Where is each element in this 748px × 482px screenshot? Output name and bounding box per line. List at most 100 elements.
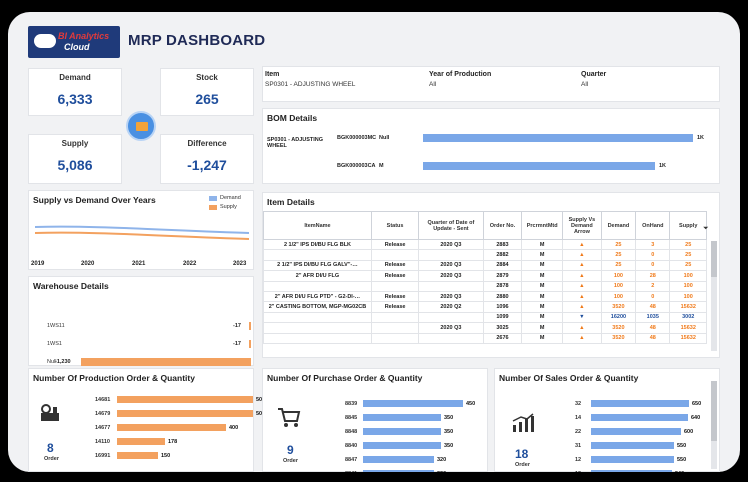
cell-demand: 100 bbox=[600, 280, 637, 292]
sales-bar bbox=[591, 456, 674, 463]
sales-value: 550 bbox=[677, 457, 687, 463]
production-title: Number Of Production Order & Quantity bbox=[33, 373, 195, 383]
production-label: 14677 bbox=[95, 425, 111, 431]
year-tick: 2023 bbox=[233, 261, 247, 267]
legend-supply-swatch bbox=[209, 205, 217, 210]
production-bar bbox=[117, 438, 165, 445]
bom-type: Null bbox=[379, 135, 390, 141]
page-title: MRP DASHBOARD bbox=[128, 32, 266, 49]
table-row[interactable]: 2" AFR DI/U FLG Release 2020 Q3 2879 M ▲ 100 28… bbox=[263, 270, 707, 282]
cell-quarter: 2020 Q3 bbox=[418, 290, 484, 303]
factory-icon bbox=[39, 403, 61, 423]
filter-quarter-select[interactable]: All bbox=[581, 81, 589, 88]
table-scrollbar-thumb[interactable] bbox=[711, 241, 717, 277]
purchase-count-label: Order bbox=[283, 458, 298, 464]
sales-bar bbox=[591, 428, 681, 435]
purchase-bar bbox=[363, 456, 434, 463]
cell-demand: 3520 bbox=[600, 332, 637, 344]
cell-quarter bbox=[418, 311, 484, 324]
purchase-bar bbox=[363, 400, 463, 407]
cell-status bbox=[370, 249, 420, 261]
sales-title: Number Of Sales Order & Quantity bbox=[499, 373, 639, 383]
column-header[interactable]: Quarter of Date of Update - Sent bbox=[418, 211, 484, 240]
year-tick: 2020 bbox=[81, 261, 95, 267]
table-row[interactable]: 2 1/2" IPS DI/BU FLG BLK Release 2020 Q3 28… bbox=[263, 238, 707, 251]
item-details-panel: Item Details ItemName Status Quarter of Da… bbox=[262, 192, 720, 358]
table-scrollbar-track[interactable] bbox=[711, 241, 717, 351]
inventory-hub-icon bbox=[126, 111, 156, 141]
warehouse-value: -1,230 bbox=[55, 359, 71, 365]
sales-panel: Number Of Sales Order & Quantity 18 Orde… bbox=[494, 368, 720, 472]
warehouse-value: -17 bbox=[233, 323, 241, 329]
cell-arrow: ▼ bbox=[562, 311, 602, 324]
column-header[interactable]: PrcrmntMtd bbox=[521, 211, 564, 240]
bom-type: M bbox=[379, 163, 384, 169]
filter-year-label: Year of Production bbox=[429, 71, 492, 78]
kpi-difference-value: -1,247 bbox=[187, 157, 227, 173]
cell-mtd: M bbox=[521, 332, 564, 344]
bom-bar bbox=[423, 134, 693, 142]
column-header[interactable]: Supply bbox=[669, 211, 707, 240]
filter-icon[interactable]: ⏷ bbox=[703, 225, 709, 232]
cell-demand: 25 bbox=[600, 238, 637, 251]
table-row[interactable]: 1099 M ▼ 16200 1035 3002 bbox=[263, 311, 707, 324]
purchase-label: 8845 bbox=[345, 415, 358, 421]
cell-arrow: ▲ bbox=[562, 290, 602, 303]
table-row[interactable]: 2676 M ▲ 3520 48 15632 bbox=[263, 332, 707, 344]
kpi-supply-value: 5,086 bbox=[57, 157, 93, 173]
bom-value: 1K bbox=[659, 163, 667, 169]
purchase-bar bbox=[363, 470, 434, 472]
column-header[interactable]: ItemName bbox=[263, 211, 372, 240]
legend-supply-label: Supply bbox=[220, 204, 237, 210]
cell-arrow: ▲ bbox=[562, 249, 602, 261]
production-value: 400 bbox=[229, 425, 239, 431]
table-row[interactable]: 2878 M ▲ 100 2 100 bbox=[263, 280, 707, 292]
cell-supply: 15632 bbox=[669, 332, 707, 344]
column-header[interactable]: Order No. bbox=[482, 211, 523, 240]
dashboard-frame: BI Analytics Cloud MRP DASHBOARD Demand … bbox=[8, 12, 740, 472]
table-row[interactable]: 2" CASTING BOTTOM, MGP-MG02CB Release 2020… bbox=[263, 301, 707, 313]
production-panel: Number Of Production Order & Quantity 8 … bbox=[28, 368, 265, 472]
table-row[interactable]: 2020 Q3 3025 M ▲ 3520 48 15632 bbox=[263, 322, 707, 334]
sales-label: 22 bbox=[575, 429, 582, 435]
kpi-demand-value: 6,333 bbox=[57, 91, 93, 107]
legend-demand-swatch bbox=[209, 196, 217, 201]
table-row[interactable]: 2 1/2" IPS DI/BU FLG GALV"-… Release 2020 … bbox=[263, 259, 707, 272]
cell-onhand: 0 bbox=[635, 290, 671, 303]
table-row[interactable]: 2882 M ▲ 25 0 25 bbox=[263, 249, 707, 261]
cell-mtd: M bbox=[521, 259, 564, 272]
cell-onhand: 3 bbox=[635, 238, 671, 251]
cell-quarter: 2020 Q3 bbox=[418, 259, 484, 272]
sales-label: 32 bbox=[575, 401, 582, 407]
filter-quarter-label: Quarter bbox=[581, 71, 607, 78]
cell-name bbox=[263, 280, 372, 292]
bom-item-label: SP0301 - ADJUSTING WHEEL bbox=[267, 137, 324, 149]
cell-onhand: 48 bbox=[635, 322, 671, 334]
cell-status: Release bbox=[370, 290, 420, 303]
purchase-panel: Number Of Purchase Order & Quantity 9 Or… bbox=[262, 368, 488, 472]
cell-onhand: 48 bbox=[635, 332, 671, 344]
cell-demand: 25 bbox=[600, 249, 637, 261]
production-value: 500 bbox=[256, 411, 266, 417]
demand-line bbox=[35, 225, 249, 234]
cell-name: 2" AFR DI/U FLG bbox=[263, 270, 372, 282]
purchase-title: Number Of Purchase Order & Quantity bbox=[267, 373, 423, 383]
column-header[interactable]: Status bbox=[370, 211, 420, 240]
sales-label: 13 bbox=[575, 471, 581, 472]
production-bar bbox=[117, 396, 253, 403]
column-header[interactable]: OnHand bbox=[635, 211, 671, 240]
sales-label: 14 bbox=[575, 415, 582, 421]
column-header[interactable]: Supply Vs Demand Arrow bbox=[562, 211, 602, 240]
bom-title: BOM Details bbox=[267, 113, 318, 123]
warehouse-label: 1WS1 bbox=[47, 341, 62, 347]
filter-year-select[interactable]: All bbox=[429, 81, 437, 88]
filter-item-select[interactable]: SP0301 - ADJUSTING WHEEL bbox=[265, 81, 356, 88]
cell-arrow: ▲ bbox=[562, 270, 602, 282]
purchase-value: 320 bbox=[437, 457, 447, 463]
cell-order: 2883 bbox=[482, 238, 523, 251]
legend-demand-label: Demand bbox=[220, 195, 241, 201]
sales-scrollbar-thumb[interactable] bbox=[711, 381, 717, 441]
table-row[interactable]: 2" AFR DI/U FLG PTD" - G2-DI-… Release 202… bbox=[263, 290, 707, 303]
cell-demand: 16200 bbox=[600, 311, 637, 324]
column-header[interactable]: Demand bbox=[600, 211, 637, 240]
